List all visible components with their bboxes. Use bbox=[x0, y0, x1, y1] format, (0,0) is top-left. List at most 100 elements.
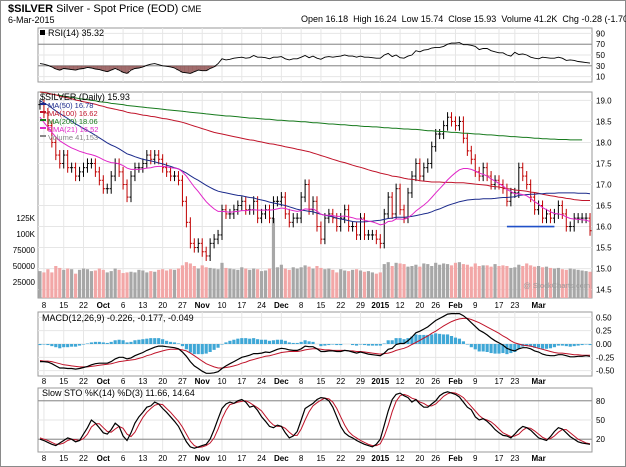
macd-histogram-bar bbox=[129, 341, 133, 344]
macd-histogram-bar bbox=[165, 340, 169, 344]
volume-bar bbox=[236, 269, 240, 298]
macd-histogram-bar bbox=[323, 344, 327, 346]
macd-histogram-bar bbox=[62, 344, 66, 348]
x-tick-label: 6 bbox=[121, 454, 126, 463]
volume-bar bbox=[303, 265, 307, 298]
macd-histogram-bar bbox=[580, 344, 584, 346]
x-tick-label: 13 bbox=[138, 454, 147, 463]
x-tick-label: Mar bbox=[531, 377, 545, 386]
volume-bar bbox=[414, 264, 418, 298]
y-tick-label: 15.0 bbox=[596, 265, 612, 274]
macd-histogram-bar bbox=[77, 344, 82, 346]
volume-bar bbox=[521, 266, 525, 298]
volume-bar bbox=[46, 269, 50, 298]
volume-bar bbox=[548, 267, 553, 298]
legend-entry: EMA(21) 16.52 bbox=[48, 125, 98, 134]
ma200-line bbox=[39, 91, 583, 141]
x-tick-label: 12 bbox=[396, 454, 405, 463]
x-tick-label: 29 bbox=[356, 301, 365, 310]
volume-bar bbox=[101, 269, 105, 298]
volume-bar bbox=[358, 270, 363, 298]
x-tick-label: 20 bbox=[415, 301, 424, 310]
volume-label: Volume bbox=[501, 14, 532, 24]
x-tick-label: 2015 bbox=[371, 377, 389, 386]
volume-bar bbox=[485, 265, 489, 298]
x-tick-label: Oct bbox=[97, 301, 111, 310]
volume-bar bbox=[386, 262, 390, 298]
macd-histogram-bar bbox=[196, 344, 200, 355]
volume-bar bbox=[572, 269, 576, 298]
macd-histogram-bar bbox=[449, 336, 454, 344]
macd-histogram-bar bbox=[402, 339, 406, 344]
volume-bar bbox=[406, 266, 410, 298]
legend-entry: MA(100) 16.62 bbox=[48, 109, 98, 118]
rsi-legend: RSI(14) 35.32 bbox=[40, 28, 104, 38]
volume-tick-label: 100K bbox=[16, 230, 35, 239]
x-tick-label: 2015 bbox=[371, 301, 389, 310]
macd-histogram-bar bbox=[149, 338, 153, 344]
x-tick-label: 22 bbox=[79, 301, 88, 310]
macd-histogram-bar bbox=[469, 344, 473, 348]
volume-bar bbox=[390, 266, 394, 298]
volume-bar bbox=[220, 262, 224, 298]
volume-bar bbox=[493, 264, 497, 298]
macd-histogram-bar bbox=[200, 344, 204, 355]
volume-bar bbox=[145, 272, 149, 298]
chart-date: 6-Mar-2015 bbox=[8, 15, 55, 25]
volume-bar bbox=[89, 271, 94, 298]
open-label: Open bbox=[301, 14, 324, 24]
rsi-panel: 10 30 50 70 90 RSI(14) 35.32 bbox=[37, 27, 605, 83]
macd-histogram-bar bbox=[430, 334, 434, 344]
macd-histogram-bar bbox=[331, 344, 335, 345]
macd-panel: -0.50 -0.25 0.00 0.25 0.50 MACD(12,26,9) -0.2… bbox=[37, 311, 615, 377]
macd-histogram-bar bbox=[204, 344, 208, 354]
macd-histogram-bar bbox=[552, 344, 556, 348]
volume-bar bbox=[157, 269, 161, 298]
volume-bar bbox=[394, 262, 398, 298]
macd-histogram-bar bbox=[168, 341, 173, 344]
macd-line bbox=[40, 313, 591, 374]
symbol-title: $SILVER Silver - Spot Price (EOD) CME bbox=[8, 3, 201, 15]
volume-bar bbox=[588, 271, 592, 298]
volume-bar bbox=[85, 269, 90, 298]
volume-bar bbox=[501, 265, 505, 298]
ema21-line bbox=[39, 116, 591, 226]
low-value: 15.74 bbox=[420, 14, 444, 24]
volume-bar bbox=[165, 270, 169, 298]
x-tick-label: 22 bbox=[336, 301, 345, 310]
volume-bar bbox=[283, 268, 287, 298]
volume-bar bbox=[97, 268, 101, 298]
macd-histogram-bar bbox=[299, 341, 303, 344]
macd-histogram-bar bbox=[109, 341, 113, 344]
volume-bar bbox=[453, 262, 458, 298]
x-tick-label: 15 bbox=[316, 454, 325, 463]
x-tick-label: 15 bbox=[59, 454, 68, 463]
volume-tick-label: 125K bbox=[16, 214, 35, 223]
volume-bar bbox=[568, 268, 572, 298]
x-tick-label: 8 bbox=[42, 454, 47, 463]
volume-bar bbox=[544, 266, 549, 298]
volume-bar bbox=[323, 269, 327, 298]
x-tick-label: 22 bbox=[336, 377, 345, 386]
macd-histogram-bar bbox=[493, 344, 497, 354]
x-tick-label: Oct bbox=[97, 377, 111, 386]
macd-histogram-bar bbox=[93, 341, 97, 344]
macd-histogram-bar bbox=[445, 334, 450, 344]
volume-value: 41.2K bbox=[533, 14, 558, 24]
macd-histogram-bar bbox=[121, 340, 125, 344]
macd-histogram-bar bbox=[335, 344, 339, 346]
x-tick-label: 24 bbox=[257, 301, 266, 310]
volume-bar bbox=[382, 264, 386, 298]
x-tick-label: 20 bbox=[415, 377, 424, 386]
volume-bar bbox=[513, 267, 517, 298]
volume-bar bbox=[204, 267, 208, 298]
y-tick-label: 18.0 bbox=[596, 138, 612, 147]
macd-histogram-bar bbox=[125, 342, 129, 344]
x-tick-label: 20 bbox=[158, 377, 167, 386]
high-value: 16.24 bbox=[374, 14, 397, 24]
macd-histogram-bar bbox=[287, 342, 291, 344]
volume-bar bbox=[117, 269, 121, 298]
macd-histogram-bar bbox=[311, 341, 315, 344]
macd-histogram-bar bbox=[70, 344, 74, 347]
macd-histogram-bar bbox=[394, 338, 398, 344]
